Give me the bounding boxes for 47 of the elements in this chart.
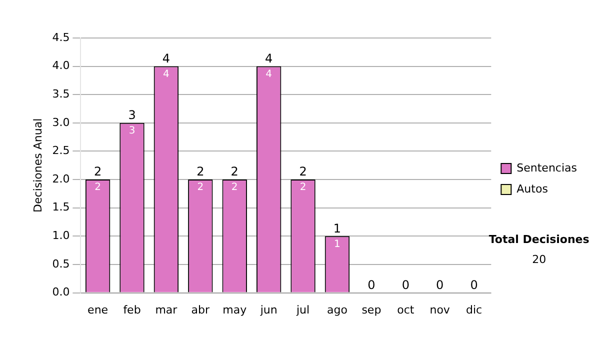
x-tick-label: jul	[295, 303, 310, 316]
x-tick-label: sep	[362, 303, 382, 316]
data-label: 3	[128, 126, 136, 137]
x-tick-label: oct	[397, 303, 415, 316]
annotation: Total Decisiones	[488, 232, 590, 246]
data-label: 2	[231, 182, 238, 194]
total-label: 4	[265, 51, 273, 66]
y-tick-label: 1.0	[52, 229, 70, 242]
x-tick-label: ago	[327, 303, 348, 316]
data-label: 2	[300, 182, 306, 194]
data-label: 1	[334, 238, 340, 250]
data-label: 4	[163, 68, 170, 80]
y-tick-label: 1.5	[52, 200, 70, 214]
y-tick-label: 4.5	[52, 30, 70, 44]
total-label: 0	[368, 278, 376, 292]
x-tick-label: may	[222, 303, 248, 316]
total-label: 0	[402, 278, 410, 292]
x-tick-label: jun	[259, 303, 278, 316]
total-label: 2	[299, 164, 307, 179]
y-tick-label: 2.5	[52, 144, 70, 158]
x-tick-label: ene	[88, 303, 108, 316]
x-tick-label: dic	[466, 303, 482, 316]
total-label: 3	[128, 108, 136, 122]
y-tick-label: 3.0	[52, 116, 70, 129]
x-tick-label: abr	[191, 303, 210, 316]
total-label: 0	[436, 278, 444, 292]
legend-label: Sentencias	[516, 161, 578, 174]
y-tick-label: 2.0	[52, 172, 70, 186]
x-tick-label: mar	[155, 303, 178, 316]
y-tick-label: 0.5	[52, 257, 70, 270]
text: 20	[532, 252, 546, 266]
data-label: 2	[197, 182, 204, 194]
total-label: 2	[94, 164, 102, 179]
y-tick-label: 0.0	[52, 286, 70, 299]
data-label: 2	[94, 182, 101, 194]
total-label: 2	[196, 164, 204, 179]
total-label: 2	[230, 164, 238, 179]
y-tick-label: 3.5	[52, 87, 70, 100]
y-axis-title: Decisiones Anual	[31, 118, 44, 212]
total-label: 0	[470, 278, 478, 292]
x-tick-label: nov	[430, 303, 450, 316]
total-label: 1	[333, 221, 342, 236]
x-tick-label: feb	[123, 303, 141, 316]
legend-label: Autos	[516, 182, 548, 196]
y-tick-label: 4.0	[52, 59, 70, 72]
total-label: 4	[162, 51, 170, 66]
data-label: 4	[266, 68, 272, 80]
